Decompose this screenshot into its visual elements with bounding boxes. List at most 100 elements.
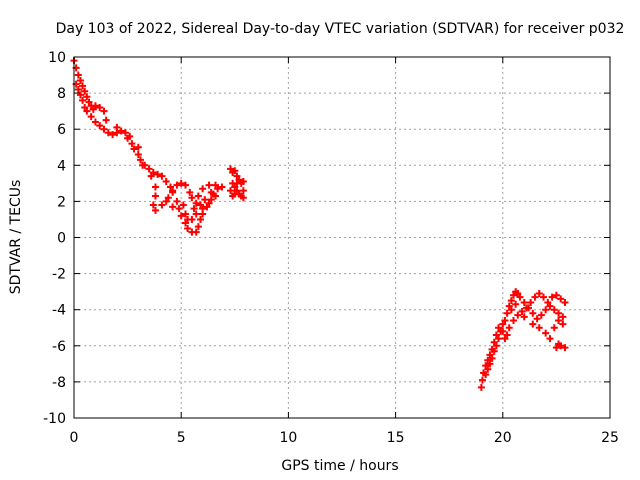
data-point bbox=[212, 181, 220, 189]
data-point bbox=[486, 351, 494, 359]
data-point bbox=[239, 194, 247, 202]
data-point bbox=[134, 143, 142, 151]
data-point bbox=[499, 327, 507, 335]
data-point bbox=[512, 300, 520, 308]
data-point bbox=[227, 187, 235, 195]
data-point bbox=[89, 105, 97, 113]
data-point bbox=[542, 329, 550, 337]
data-point bbox=[83, 107, 91, 115]
chart-title: Day 103 of 2022, Sidereal Day-to-day VTE… bbox=[56, 21, 625, 37]
data-point bbox=[91, 118, 99, 126]
data-point bbox=[151, 206, 159, 214]
data-point bbox=[186, 188, 194, 196]
data-point bbox=[555, 340, 563, 348]
x-tick-label: 10 bbox=[279, 430, 297, 446]
data-point bbox=[154, 170, 162, 178]
data-point bbox=[74, 85, 82, 93]
data-point bbox=[207, 188, 215, 196]
data-point bbox=[555, 317, 563, 325]
data-point bbox=[529, 309, 537, 317]
data-point bbox=[164, 194, 172, 202]
x-tick-label: 0 bbox=[70, 430, 79, 446]
data-point bbox=[173, 197, 181, 205]
data-point bbox=[488, 354, 496, 362]
data-point bbox=[109, 131, 117, 139]
y-tick-label: -4 bbox=[52, 303, 66, 319]
data-point bbox=[505, 324, 513, 332]
data-point bbox=[179, 201, 187, 209]
y-tick-label: 6 bbox=[57, 122, 66, 138]
data-point bbox=[520, 313, 528, 321]
data-point bbox=[177, 179, 185, 187]
data-point bbox=[194, 223, 202, 231]
y-axis-label: SDTVAR / TECUs bbox=[8, 180, 24, 295]
axis-ticks: 0 5 10 15 20 25 -10 -8 -6 -4 -2 0 2 4 6 8 10 bbox=[43, 50, 619, 446]
data-point bbox=[96, 122, 104, 130]
data-point bbox=[478, 376, 486, 384]
data-point bbox=[158, 201, 166, 209]
data-point bbox=[552, 291, 560, 299]
data-point bbox=[227, 165, 235, 173]
data-point bbox=[151, 192, 159, 200]
data-point bbox=[203, 203, 211, 211]
data-point bbox=[96, 104, 104, 112]
data-point bbox=[79, 96, 87, 104]
data-point bbox=[212, 192, 220, 200]
data-point bbox=[177, 212, 185, 220]
data-point bbox=[134, 150, 142, 158]
data-point bbox=[192, 199, 200, 207]
data-point bbox=[490, 347, 498, 355]
y-tick-label: 10 bbox=[48, 50, 66, 66]
data-point bbox=[490, 338, 498, 346]
data-series bbox=[70, 57, 226, 236]
data-point bbox=[482, 362, 490, 370]
data-point bbox=[505, 302, 513, 310]
y-tick-label: 0 bbox=[57, 231, 66, 247]
plot-frame bbox=[73, 56, 611, 419]
data-point bbox=[520, 298, 528, 306]
data-point bbox=[507, 306, 515, 314]
data-point bbox=[503, 309, 511, 317]
x-tick-label: 20 bbox=[494, 430, 512, 446]
data-point bbox=[550, 306, 558, 314]
data-point bbox=[239, 187, 247, 195]
data-point bbox=[535, 324, 543, 332]
data-point bbox=[79, 82, 87, 90]
data-points bbox=[70, 57, 569, 391]
data-point bbox=[207, 196, 215, 204]
data-point bbox=[557, 295, 565, 303]
data-point bbox=[175, 205, 183, 213]
x-tick-label: 5 bbox=[177, 430, 186, 446]
data-point bbox=[501, 335, 509, 343]
data-point bbox=[139, 161, 147, 169]
y-tick-label: 4 bbox=[57, 158, 66, 174]
data-point bbox=[100, 125, 108, 133]
data-point bbox=[235, 176, 243, 184]
data-point bbox=[501, 317, 509, 325]
data-point bbox=[188, 194, 196, 202]
data-series bbox=[477, 288, 569, 391]
data-point bbox=[100, 107, 108, 115]
data-point bbox=[196, 201, 204, 209]
data-point bbox=[91, 102, 99, 110]
x-axis-label: GPS time / hours bbox=[281, 458, 398, 474]
data-point bbox=[145, 165, 153, 173]
data-point bbox=[199, 185, 207, 193]
data-point bbox=[552, 344, 560, 352]
data-point bbox=[190, 205, 198, 213]
data-point bbox=[81, 87, 89, 95]
data-point bbox=[201, 196, 209, 204]
data-point bbox=[484, 365, 492, 373]
data-point bbox=[514, 289, 522, 297]
data-point bbox=[561, 298, 569, 306]
data-point bbox=[121, 129, 129, 137]
y-tick-label: 8 bbox=[57, 86, 66, 102]
data-point bbox=[181, 210, 189, 218]
data-point bbox=[149, 201, 157, 209]
y-tick-label: 2 bbox=[57, 194, 66, 210]
data-point bbox=[162, 178, 170, 186]
data-point bbox=[104, 129, 112, 137]
data-point bbox=[233, 179, 241, 187]
data-point bbox=[158, 172, 166, 180]
